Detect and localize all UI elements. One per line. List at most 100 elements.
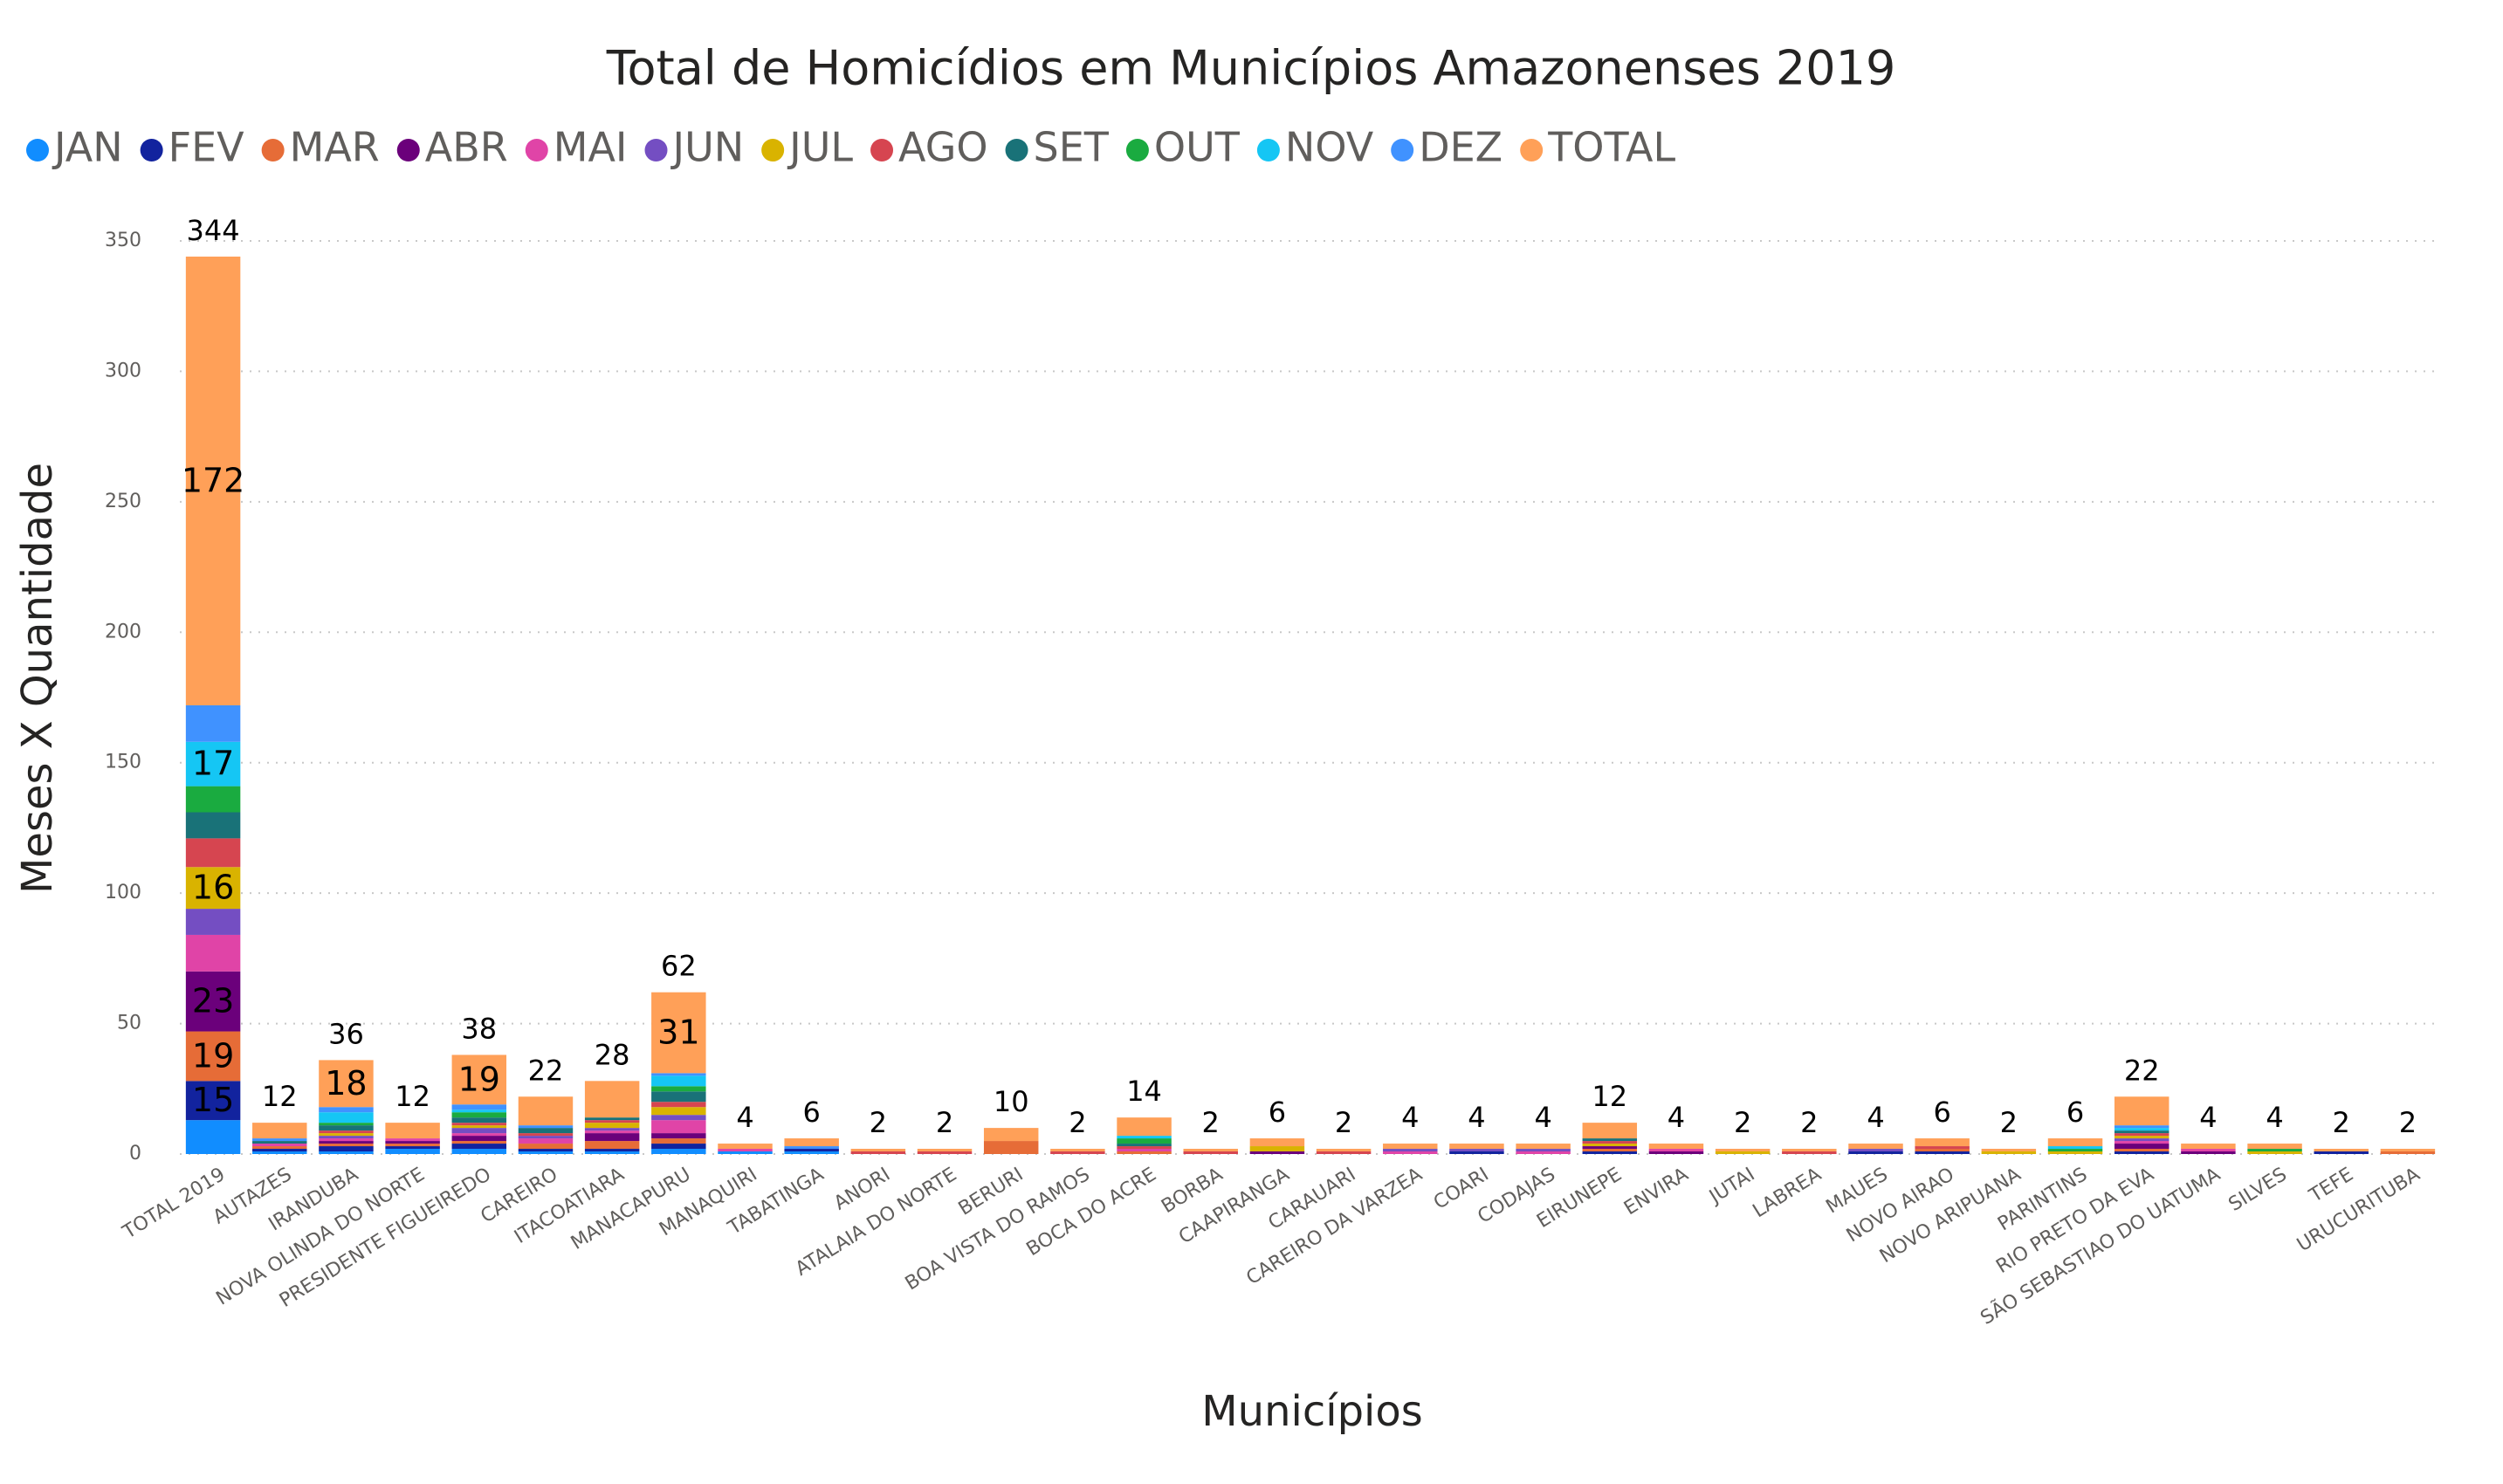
legend-label: JUL (787, 124, 853, 171)
bar-segment (1117, 1149, 1172, 1152)
bar-segment (185, 256, 241, 705)
bar-segment (2314, 1149, 2369, 1152)
total-label: 14 (1126, 1075, 1162, 1108)
bar-segment (451, 1128, 507, 1134)
total-label: 6 (1933, 1096, 1950, 1129)
bar-segment (983, 1141, 1039, 1154)
segment-label: 16 (192, 869, 234, 907)
bar-segment (651, 1091, 706, 1103)
legend-marker (525, 139, 548, 161)
bar-segment (1715, 1149, 1771, 1152)
legend-label: ABR (425, 124, 508, 171)
legend-label: MAR (290, 124, 380, 171)
bar-segment (651, 1149, 706, 1154)
legend-label: FEV (168, 124, 245, 171)
y-tick-label: 350 (105, 230, 141, 251)
bar-segment (185, 909, 241, 935)
bar-segment (319, 1136, 374, 1139)
bar-segment (584, 1130, 640, 1134)
total-label: 6 (2066, 1096, 2084, 1129)
bar-segment (1183, 1149, 1238, 1152)
bar-segment (185, 971, 241, 1032)
x-tick-label: URUCURITUBA (2293, 1164, 2424, 1256)
total-label: 2 (2399, 1106, 2417, 1139)
total-label: 344 (187, 214, 240, 247)
segment-label: 18 (325, 1064, 367, 1103)
bar-segment (1582, 1151, 1638, 1154)
bar-segment (2181, 1149, 2236, 1152)
y-tick-label: 100 (105, 882, 141, 903)
bar-segment (518, 1133, 574, 1137)
legend-label: AGO (898, 124, 988, 171)
bar-segment (651, 1144, 706, 1150)
bar-segment (651, 1102, 706, 1108)
bar-segment (252, 1151, 307, 1154)
x-axis-title: Municípios (1201, 1387, 1423, 1436)
bar-segment (385, 1144, 440, 1147)
y-tick-label: 0 (129, 1143, 141, 1165)
y-tick-label: 250 (105, 491, 141, 512)
bar-segment (1848, 1149, 1903, 1152)
bar-segment (1582, 1144, 1638, 1147)
bar-segment (2181, 1151, 2236, 1154)
bar-segment (651, 1075, 706, 1087)
bar-segment (319, 1112, 374, 1123)
bar-segment (385, 1149, 440, 1154)
total-label: 22 (528, 1054, 564, 1087)
total-label: 4 (1534, 1101, 1551, 1134)
legend-label: SET (1034, 124, 1110, 171)
bar-segment (319, 1138, 374, 1142)
bar-segment (1117, 1151, 1172, 1154)
y-tick-label: 200 (105, 621, 141, 642)
bar-segment (1117, 1136, 1172, 1139)
bar-segment (1915, 1149, 1970, 1152)
bar-segment (2047, 1146, 2103, 1150)
legend-marker (140, 139, 163, 161)
bar-segment (1582, 1123, 1638, 1139)
bar-segment (185, 1031, 241, 1082)
bar-segment (718, 1149, 773, 1152)
bar-segment (451, 1055, 507, 1105)
total-label: 2 (2333, 1106, 2350, 1139)
bar-segment (2114, 1096, 2169, 1126)
y-tick-label: 150 (105, 752, 141, 773)
bar-segment (1449, 1151, 1504, 1154)
x-tick-label: TOTAL 2019 (119, 1164, 230, 1244)
bar-segment (185, 867, 241, 910)
bar-segment (2314, 1151, 2369, 1154)
bar-segment (917, 1151, 973, 1154)
bar-segment (319, 1151, 374, 1154)
bar-segment (2247, 1151, 2302, 1154)
total-label: 22 (2124, 1054, 2160, 1087)
bar-segment (784, 1149, 839, 1152)
total-label: 12 (1592, 1080, 1627, 1113)
bar-segment (651, 1115, 706, 1121)
bar-segment (319, 1107, 374, 1113)
bar-segment (451, 1141, 507, 1144)
bar-segment (2114, 1141, 2169, 1144)
bar-segment (385, 1123, 440, 1139)
bar-segment (651, 1133, 706, 1139)
bar-segment (584, 1151, 640, 1154)
bar-segment (185, 1120, 241, 1154)
bar-segment (1117, 1146, 1172, 1150)
bar-segment (319, 1060, 374, 1108)
bar-segment (584, 1081, 640, 1118)
total-label: 4 (2199, 1101, 2217, 1134)
bar-segment (2114, 1151, 2169, 1154)
bar-segment (518, 1138, 574, 1144)
bar-segment (2047, 1151, 2103, 1154)
bar-segment (451, 1112, 507, 1118)
total-label: 2 (1734, 1106, 1751, 1139)
bar-segment (385, 1141, 440, 1144)
total-label: 36 (328, 1017, 364, 1050)
total-label: 62 (661, 950, 697, 983)
bar-segment (1383, 1151, 1438, 1154)
bar-segment (584, 1133, 640, 1142)
legend-label: OUT (1154, 124, 1241, 171)
legend-marker (644, 139, 668, 161)
bar-segment (784, 1138, 839, 1147)
bar-segment (2247, 1144, 2302, 1150)
legend-marker (26, 139, 49, 161)
